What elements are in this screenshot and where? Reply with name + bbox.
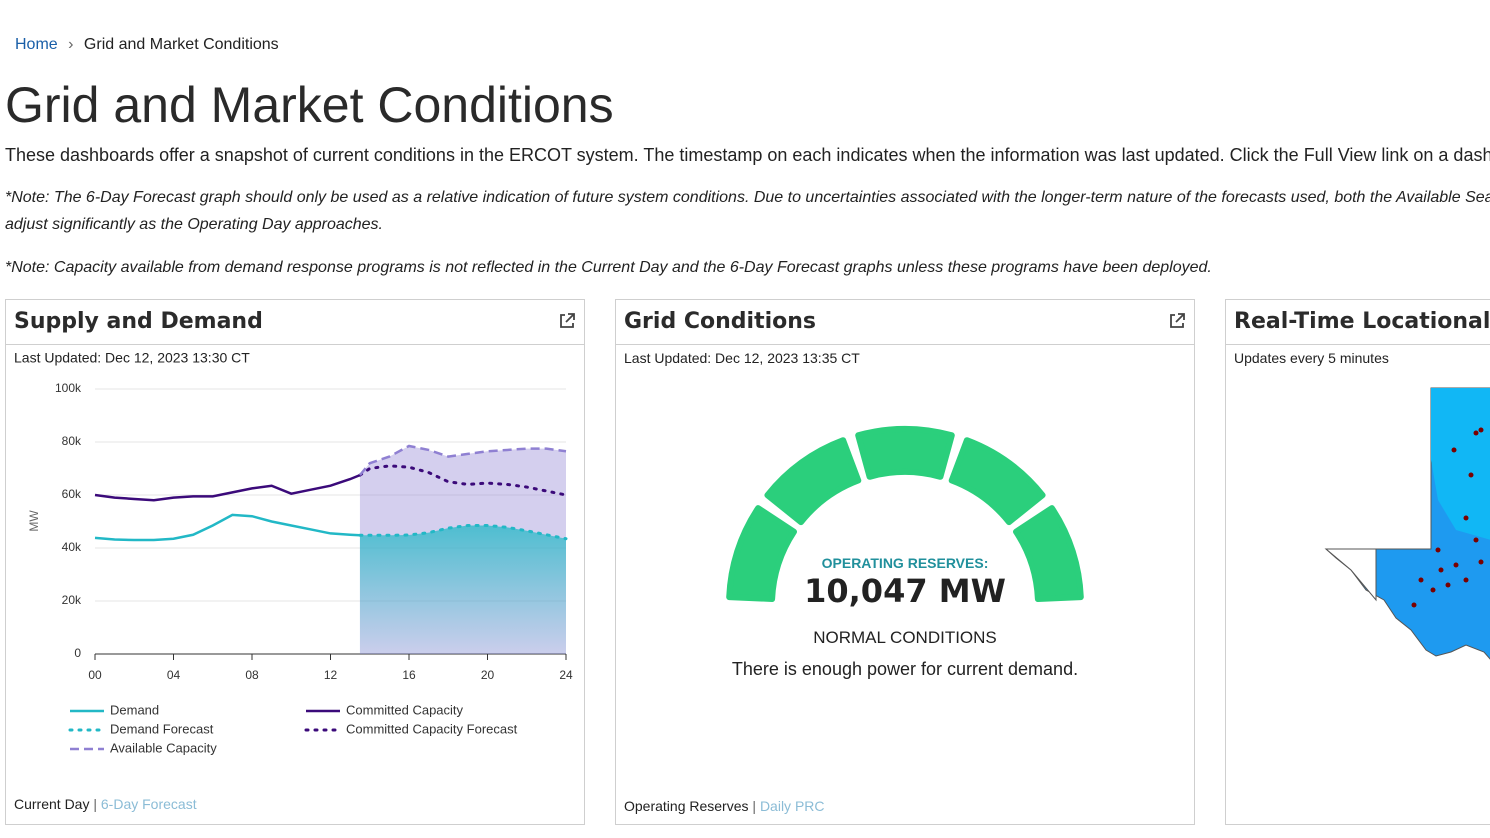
legend-label: Committed Capacity [346, 702, 464, 717]
legend-label: Committed Capacity Forecast [346, 721, 518, 736]
note-text: *Note: Capacity available from demand re… [5, 259, 1212, 276]
intro-text: These dashboards offer a snapshot of cur… [5, 145, 1490, 165]
gauge-segment [855, 426, 955, 480]
gauge-value: 10,047 MW [804, 572, 1006, 610]
x-tick-label: 20 [481, 668, 495, 682]
x-tick-label: 04 [167, 668, 181, 682]
status: NORMAL CONDITIONS [813, 628, 997, 647]
update-frequency: Updates every 5 minutes [1234, 350, 1389, 366]
last-updated: Last Updated: Dec 12, 2023 13:35 CT [624, 350, 860, 366]
line [358, 523, 568, 541]
breadcrumb-current: Grid and Market Conditions [83, 36, 279, 53]
lmp-card: Real-Time Locational P Updates every 5 m… [1225, 299, 1490, 825]
x-tick-label: 12 [324, 668, 338, 682]
line [94, 513, 361, 542]
card-header: Grid Conditions [616, 300, 1194, 345]
legend-label: Demand Forecast [110, 721, 214, 736]
supply-demand-card: Supply and Demand Last Updated: Dec 12, … [5, 299, 585, 825]
y-tick-label: 60k [62, 487, 82, 501]
note-text: adjust significantly as the Operating Da… [5, 216, 383, 233]
y-tick-label: 80k [62, 434, 82, 448]
card-header: Real-Time Locational P [1226, 300, 1490, 345]
external-link-icon[interactable] [1168, 312, 1186, 330]
area [359, 525, 566, 654]
external-link-icon[interactable] [558, 312, 576, 330]
breadcrumb-home[interactable]: Home [15, 36, 58, 53]
breadcrumb-chevron: › [68, 36, 74, 53]
chart: Last Updated: Dec 12, 2023 13:30 CT MW 0… [14, 350, 573, 756]
last-updated: Last Updated: Dec 12, 2023 13:30 CT [14, 350, 250, 366]
gauge-segment [948, 437, 1046, 526]
status-message: There is enough power for current demand… [731, 659, 1079, 679]
card-footer: Current Day | 6-Day Forecast [14, 796, 197, 812]
x-tick-label: 24 [559, 668, 573, 682]
gauge-segment [726, 505, 797, 602]
x-tick-label: 00 [88, 668, 102, 682]
card-header: Supply and Demand [6, 300, 584, 345]
footer-tab[interactable]: 6-Day Forecast [100, 796, 197, 812]
breadcrumb: Home › Grid and Market Conditions [15, 36, 279, 54]
y-tick-label: 40k [62, 540, 82, 554]
card-footer: Operating Reserves | Daily PRC [624, 798, 825, 814]
legend-label: Available Capacity [110, 740, 217, 755]
page-title: Grid and Market Conditions [5, 77, 614, 133]
line [358, 464, 568, 497]
y-tick-label: 100k [55, 381, 82, 395]
note-text: *Note: The 6-Day Forecast graph should o… [5, 189, 1490, 206]
footer-tab[interactable]: Daily PRC [759, 798, 825, 814]
gauge-segment [764, 437, 862, 526]
gauge-label: OPERATING RESERVES: [821, 555, 989, 571]
footer-tab[interactable]: Operating Reserves [624, 798, 749, 814]
card-title: Supply and Demand [14, 309, 263, 334]
x-tick-label: 16 [402, 668, 416, 682]
separator: | [752, 798, 757, 814]
price-map [1324, 387, 1490, 660]
legend-label: Demand [110, 702, 159, 717]
card-title: Real-Time Locational P [1234, 309, 1490, 334]
y-tick-label: 0 [74, 646, 81, 660]
gauge [726, 426, 1084, 602]
line [358, 444, 567, 476]
gauge-segment [1013, 505, 1084, 602]
line [94, 473, 361, 502]
grid-conditions-card: Grid Conditions Last Updated: Dec 12, 20… [615, 299, 1195, 825]
x-tick-label: 08 [245, 668, 259, 682]
separator: | [93, 796, 97, 812]
footer-tab[interactable]: Current Day [14, 796, 90, 812]
y-axis-label: MW [27, 510, 41, 532]
card-title: Grid Conditions [624, 309, 816, 334]
y-tick-label: 20k [62, 593, 82, 607]
